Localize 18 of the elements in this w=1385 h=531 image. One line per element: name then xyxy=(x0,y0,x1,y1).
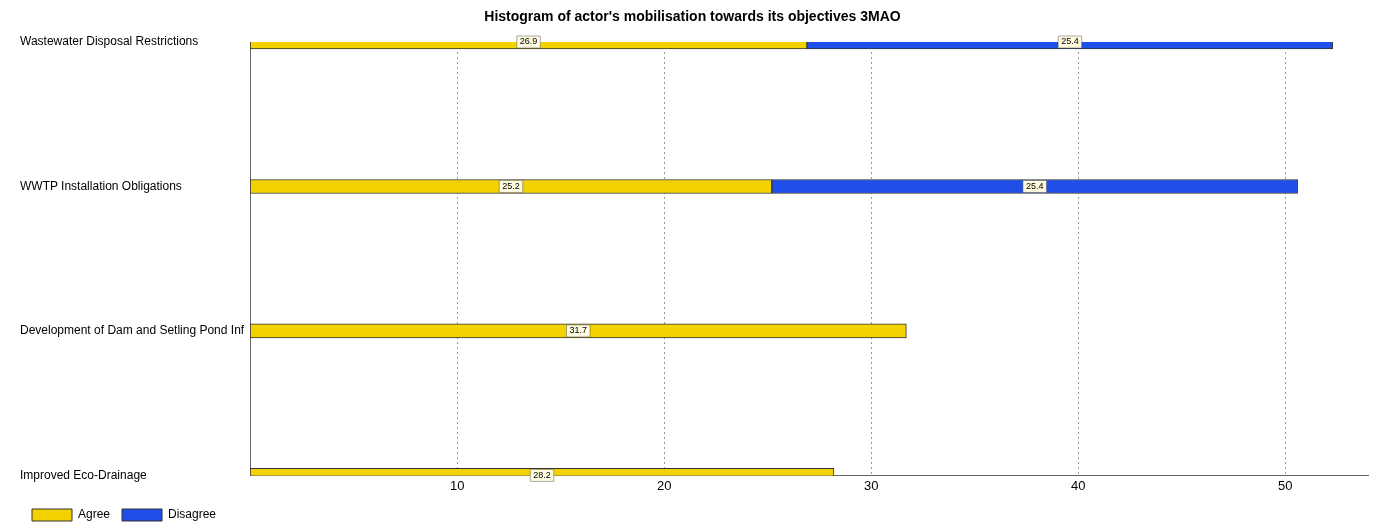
y-tick-label: Development of Dam and Setling Pond Inf xyxy=(20,323,245,338)
data-label: 31.7 xyxy=(569,325,588,336)
data-label: 25.2 xyxy=(502,180,520,191)
x-tick-label: 50 xyxy=(1277,477,1293,493)
x-tick-label: 20 xyxy=(656,477,672,493)
legend-label: Agree xyxy=(78,507,111,522)
y-tick-label: Improved Eco-Drainage xyxy=(20,467,148,482)
y-tick-label: Wastewater Disposal Restrictions xyxy=(20,34,199,49)
data-label: 28.2 xyxy=(533,469,551,480)
data-label: 25.4 xyxy=(1061,36,1079,47)
data-label: 26.9 xyxy=(519,36,538,47)
x-tick-label: 40 xyxy=(1070,477,1086,493)
data-label: 25.4 xyxy=(1025,180,1044,191)
chart-title: Histogram of actor's mobilisation towards its objectives 3MAO xyxy=(483,8,902,24)
y-tick-label: WWTP Installation Obligations xyxy=(20,178,182,193)
x-tick-label: 10 xyxy=(449,477,465,493)
legend-label: Disagree xyxy=(168,507,217,522)
x-tick-label: 30 xyxy=(863,477,879,493)
